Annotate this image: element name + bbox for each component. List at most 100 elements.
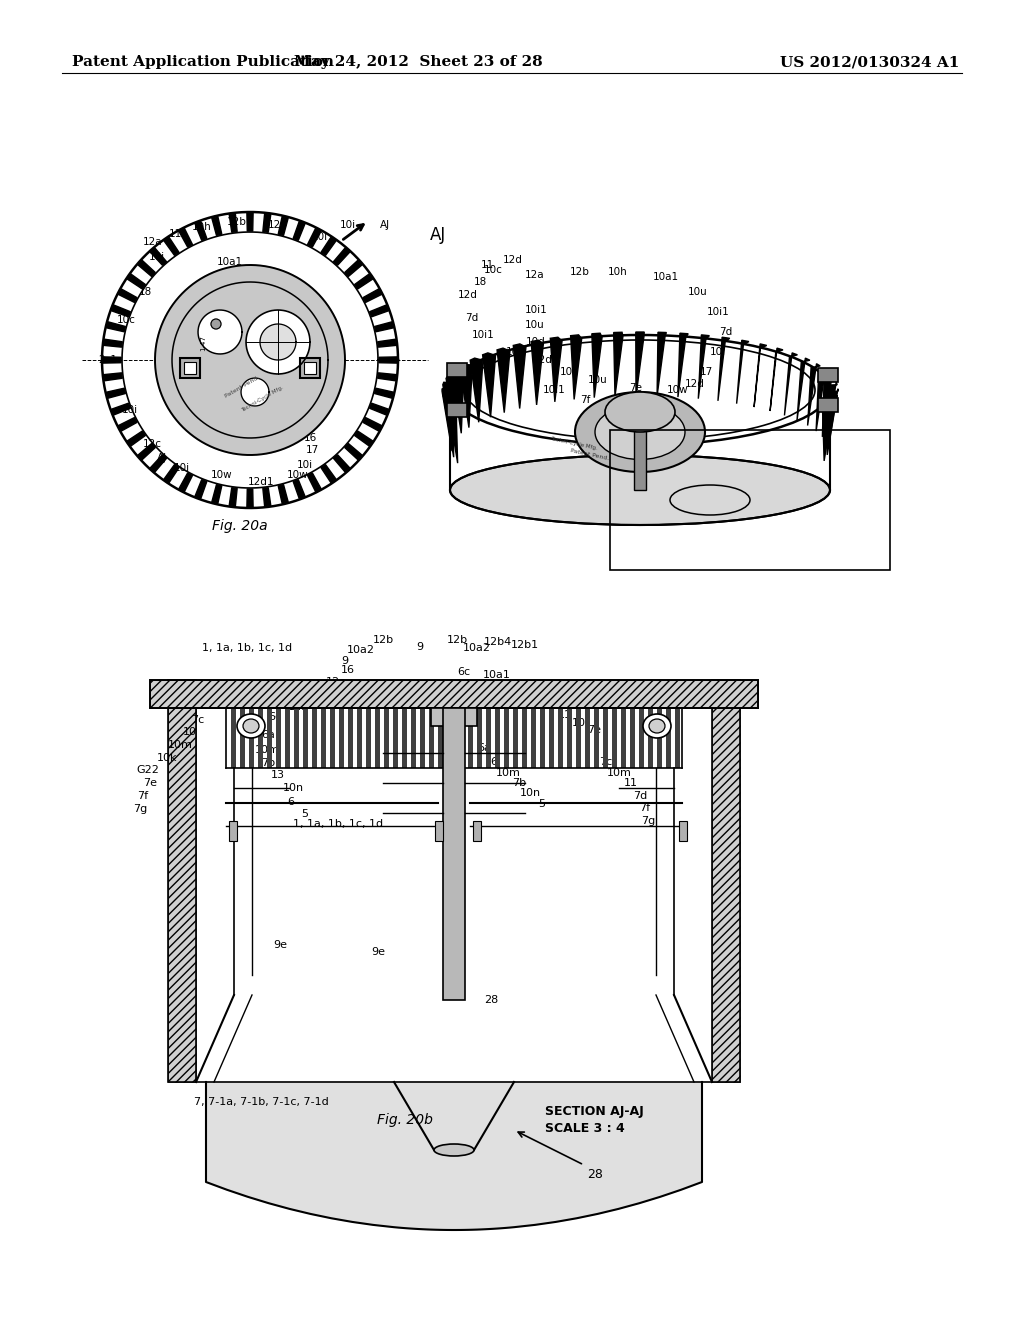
Bar (585, 708, 590, 768)
FancyBboxPatch shape (446, 363, 467, 378)
Text: 10u: 10u (588, 375, 608, 385)
Bar (438, 708, 443, 768)
Polygon shape (127, 275, 145, 289)
Text: 10c: 10c (117, 315, 135, 325)
Polygon shape (119, 417, 137, 432)
Text: 10i1: 10i1 (707, 308, 729, 317)
Text: 10w: 10w (211, 470, 232, 480)
Text: 10c: 10c (483, 265, 503, 275)
Bar (630, 708, 635, 768)
Text: 10a1: 10a1 (217, 257, 243, 267)
Polygon shape (470, 358, 483, 422)
Bar (285, 708, 290, 768)
Bar (594, 708, 599, 768)
Text: Techni-Cycle Mfg.: Techni-Cycle Mfg. (240, 385, 284, 413)
Text: 11a: 11a (288, 702, 308, 711)
Text: 10i1: 10i1 (543, 385, 565, 395)
Text: 6: 6 (288, 797, 295, 807)
Text: Patent Application Publication: Patent Application Publication (72, 55, 334, 69)
Text: 17: 17 (305, 445, 318, 455)
Text: 7d: 7d (465, 313, 478, 323)
Bar (330, 708, 335, 768)
Text: 17: 17 (699, 367, 713, 378)
Text: 7b: 7b (261, 758, 275, 768)
Text: 10u: 10u (688, 286, 708, 297)
Polygon shape (826, 383, 838, 442)
Polygon shape (718, 337, 730, 401)
Polygon shape (103, 356, 121, 363)
Bar (531, 708, 536, 768)
Bar (348, 708, 353, 768)
Polygon shape (263, 487, 270, 507)
Bar (267, 708, 272, 768)
Text: 10u: 10u (525, 319, 545, 330)
Bar (675, 708, 680, 768)
Text: 16: 16 (341, 665, 355, 675)
Bar (312, 708, 317, 768)
Text: 18: 18 (473, 277, 486, 286)
Text: US 2012/0130324 A1: US 2012/0130324 A1 (780, 55, 959, 69)
Bar (486, 708, 490, 768)
Polygon shape (497, 348, 510, 413)
Bar (679, 821, 687, 841)
Polygon shape (736, 341, 749, 404)
Text: 11: 11 (624, 777, 638, 788)
Text: 10m: 10m (606, 768, 632, 777)
Text: 7e: 7e (587, 725, 601, 735)
Bar (276, 708, 281, 768)
Bar (168, 680, 196, 1082)
Bar (435, 821, 443, 841)
Text: 7d: 7d (633, 791, 647, 801)
Polygon shape (164, 238, 179, 255)
Polygon shape (460, 364, 472, 428)
Text: 12c1: 12c1 (306, 689, 334, 700)
FancyBboxPatch shape (818, 368, 839, 381)
Text: 6a: 6a (477, 743, 490, 752)
Bar (375, 708, 380, 768)
Bar (504, 708, 509, 768)
Polygon shape (334, 248, 350, 265)
Bar (612, 708, 617, 768)
Polygon shape (446, 401, 458, 463)
Polygon shape (263, 214, 270, 232)
Text: Fig. 20: Fig. 20 (634, 414, 681, 428)
Text: 10m: 10m (168, 741, 193, 750)
Text: 12b1: 12b1 (226, 216, 253, 227)
Bar (231, 708, 236, 768)
Text: 7e: 7e (143, 777, 157, 788)
Polygon shape (378, 372, 396, 380)
Text: 10a2: 10a2 (463, 643, 490, 653)
Text: 10i: 10i (148, 252, 165, 261)
Text: 7g: 7g (133, 804, 147, 814)
Polygon shape (531, 341, 544, 405)
Text: 9: 9 (417, 642, 424, 652)
Ellipse shape (670, 484, 750, 515)
Text: 9: 9 (341, 656, 348, 667)
Polygon shape (279, 484, 288, 503)
Bar (621, 708, 626, 768)
Text: SCALE 3 : 4: SCALE 3 : 4 (545, 1122, 625, 1135)
Polygon shape (592, 333, 602, 397)
Bar (610, 430, 890, 570)
Text: 6a: 6a (261, 730, 274, 741)
Text: 10a1: 10a1 (483, 671, 511, 680)
Polygon shape (442, 389, 452, 451)
Text: 2c1: 2c1 (98, 355, 118, 366)
Circle shape (211, 319, 221, 329)
Text: 7d: 7d (720, 327, 732, 337)
Text: 7g: 7g (641, 816, 655, 826)
Text: 7c: 7c (599, 756, 612, 767)
Bar (339, 708, 344, 768)
Text: 10i: 10i (560, 367, 577, 378)
Text: AJ: AJ (157, 453, 167, 463)
Text: 7f: 7f (137, 791, 148, 801)
Bar (513, 708, 518, 768)
Bar (303, 708, 308, 768)
Text: 12d: 12d (685, 379, 705, 389)
Polygon shape (151, 248, 167, 265)
Polygon shape (321, 465, 336, 483)
Bar (540, 708, 545, 768)
Bar (575, 708, 581, 768)
Polygon shape (279, 216, 288, 235)
Text: 10i1: 10i1 (524, 305, 548, 315)
